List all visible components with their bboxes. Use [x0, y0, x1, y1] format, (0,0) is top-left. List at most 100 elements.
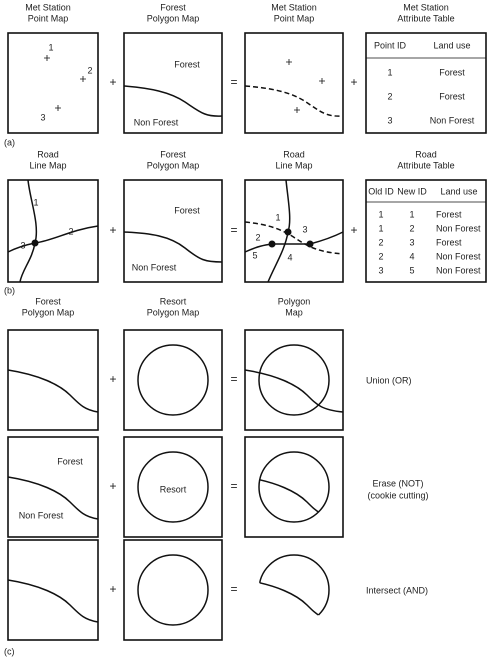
- polygon-boundary: [7, 476, 99, 520]
- table-cell: 2: [409, 223, 414, 233]
- operator: =: [230, 223, 237, 237]
- table-cell: 1: [378, 223, 383, 233]
- point-markers: [44, 55, 86, 111]
- table-cell: 1: [378, 209, 383, 219]
- map-box: [7, 32, 99, 134]
- header: Forest: [160, 2, 186, 12]
- header: Attribute Table: [397, 13, 454, 23]
- header: Road: [37, 149, 59, 159]
- operator: +: [109, 372, 116, 386]
- header: Line Map: [29, 160, 66, 170]
- point-label: 1: [48, 42, 53, 52]
- attribute-table: [365, 179, 487, 283]
- polygon-label: Forest: [174, 205, 200, 215]
- operator: +: [109, 582, 116, 596]
- header: Polygon Map: [147, 307, 200, 317]
- result-polygon: [258, 344, 330, 416]
- polygon-boundary: [123, 231, 223, 263]
- operation-label: Erase (NOT): [372, 478, 423, 488]
- polygon-label: Forest: [57, 456, 83, 466]
- line-label: 3: [20, 240, 25, 250]
- map-box: [7, 329, 99, 431]
- segment-label: 5: [252, 250, 257, 260]
- line-label: 2: [68, 226, 73, 236]
- table-cell: 1: [387, 67, 392, 77]
- operator: +: [350, 75, 357, 89]
- junction: [306, 240, 314, 248]
- header: Polygon Map: [147, 13, 200, 23]
- table-cell: 2: [378, 251, 383, 261]
- table-header: Land use: [433, 40, 470, 50]
- map-box: [244, 329, 344, 431]
- table-header: Land use: [440, 186, 477, 196]
- section-b: Road Line Map Forest Polygon Map Road Li…: [4, 149, 487, 295]
- map-box: [7, 539, 99, 641]
- polygon-label: Forest: [174, 59, 200, 69]
- road-lines: [244, 179, 344, 283]
- junction: [268, 240, 276, 248]
- table-cell: 2: [378, 237, 383, 247]
- table-cell: Forest: [436, 209, 462, 219]
- table-cell: 5: [409, 265, 414, 275]
- header: Point Map: [274, 13, 315, 23]
- table-cell: 1: [409, 209, 414, 219]
- result-boundary: [244, 369, 344, 413]
- section-tag: (b): [4, 285, 15, 295]
- header: Road: [283, 149, 305, 159]
- segment-label: 4: [287, 252, 292, 262]
- polygon-label: Non Forest: [132, 262, 177, 272]
- map-box: [123, 179, 223, 283]
- section-tag: (a): [4, 137, 15, 147]
- table-cell: 4: [409, 251, 414, 261]
- table-header: Old ID: [368, 186, 394, 196]
- header: Met Station: [403, 2, 449, 12]
- map-box: [123, 32, 223, 134]
- polygon-boundary: [7, 369, 99, 413]
- table-header: New ID: [397, 186, 427, 196]
- segment-label: 2: [255, 232, 260, 242]
- junction: [31, 239, 39, 247]
- table-cell: Non Forest: [436, 251, 481, 261]
- attribute-table: [365, 32, 487, 134]
- header: Met Station: [25, 2, 71, 12]
- point-label: 2: [87, 65, 92, 75]
- segment-label: 3: [302, 224, 307, 234]
- table-header: Point ID: [374, 40, 407, 50]
- operation-label: Intersect (AND): [366, 585, 428, 595]
- polygon-boundary: [7, 579, 99, 623]
- header: Polygon: [278, 296, 311, 306]
- section-c: Forest Polygon Map Resort Polygon Map Po…: [4, 296, 429, 656]
- operator: +: [350, 223, 357, 237]
- line-label: 1: [33, 197, 38, 207]
- operator: =: [230, 582, 237, 596]
- table-cell: 3: [387, 115, 392, 125]
- result-polygon: [258, 451, 330, 523]
- operator: +: [109, 479, 116, 493]
- operator: =: [230, 479, 237, 493]
- map-box: [244, 436, 344, 538]
- polygon-label: Non Forest: [19, 510, 64, 520]
- map-box: [123, 329, 223, 431]
- map-box: [244, 32, 344, 134]
- table-cell: 3: [378, 265, 383, 275]
- map-box: [123, 436, 223, 538]
- polygon-label: Non Forest: [134, 117, 179, 127]
- table-cell: Non Forest: [430, 115, 475, 125]
- map-box: [7, 436, 99, 538]
- header: Point Map: [28, 13, 69, 23]
- resort-polygon: [137, 554, 209, 626]
- operator: =: [230, 372, 237, 386]
- map-box: [7, 179, 99, 283]
- junction: [284, 228, 292, 236]
- segment-label: 1: [275, 212, 280, 222]
- header: Line Map: [275, 160, 312, 170]
- header: Resort: [160, 296, 187, 306]
- operator: +: [109, 223, 116, 237]
- header: Attribute Table: [397, 160, 454, 170]
- point-label: 3: [40, 112, 45, 122]
- road-lines: [7, 179, 99, 283]
- table-cell: 3: [409, 237, 414, 247]
- table-cell: 2: [387, 91, 392, 101]
- header: Polygon Map: [22, 307, 75, 317]
